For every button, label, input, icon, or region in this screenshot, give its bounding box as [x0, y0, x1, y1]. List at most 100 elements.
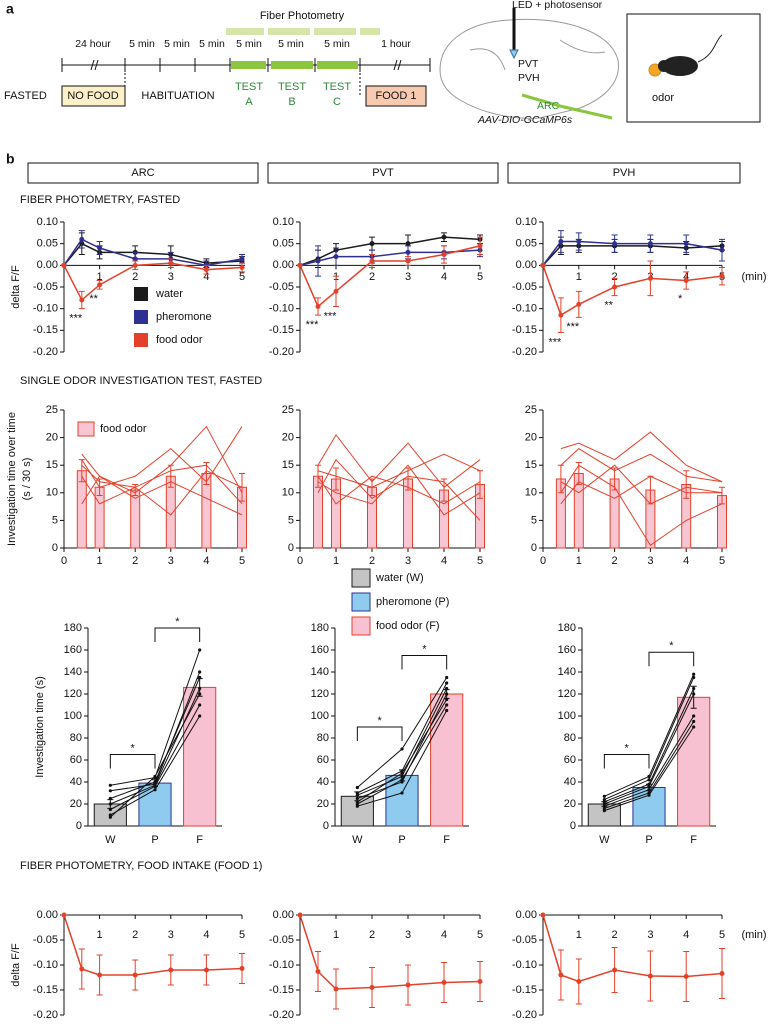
series-line [542, 245, 723, 266]
legend-label: pheromone (P) [376, 596, 449, 608]
legend-swatch [351, 568, 371, 588]
x-tick-label: 1 [97, 271, 103, 283]
point [441, 252, 447, 257]
individual-point [647, 778, 651, 782]
significance: * [625, 742, 630, 754]
point [297, 912, 303, 918]
legend-swatch [134, 287, 148, 301]
individual-point [647, 793, 651, 797]
bar [430, 693, 464, 827]
x-tick-label: 2 [132, 271, 138, 283]
legend-swatch [351, 592, 371, 612]
region-title: PVH [613, 167, 636, 179]
point [369, 985, 375, 990]
error-bar [690, 685, 697, 709]
x-tick-label: F [443, 834, 450, 846]
y-tick-label: 25 [282, 404, 294, 416]
y-tick-label: 0 [76, 820, 82, 832]
point [97, 245, 103, 251]
y-tick-label: 0.00 [516, 909, 537, 921]
individual-point [602, 794, 606, 798]
y-tick-label: 10 [282, 487, 294, 499]
x-tick-label: 3 [405, 271, 411, 283]
individual-point [602, 809, 606, 813]
legend-label: pheromone [156, 311, 212, 323]
y-tick-label: 140 [64, 666, 82, 678]
stage: HABITUATION [141, 90, 214, 102]
point [239, 265, 245, 270]
error-bar [443, 689, 450, 699]
duration: 5 min [164, 38, 190, 50]
error-bar [719, 486, 725, 505]
y-tick-label: 60 [564, 754, 576, 766]
photometry-bars [226, 28, 380, 35]
y-tick-label: 5 [52, 514, 58, 526]
individual-point [445, 681, 449, 685]
error-bar [405, 467, 411, 491]
duration: 5 min [129, 38, 155, 50]
test: TEST [323, 81, 351, 93]
significance: * [131, 742, 136, 754]
point [132, 972, 138, 978]
significance: *** [69, 313, 83, 325]
x-tick-label: 1 [333, 555, 339, 567]
point [168, 260, 174, 266]
legend-label: water [155, 288, 183, 300]
significance: * [378, 715, 383, 727]
test: B [288, 96, 295, 108]
error-bar [557, 464, 564, 494]
x-tick-label: 4 [683, 929, 689, 941]
y-tick-label: 140 [558, 666, 576, 678]
x-tick-label: 1 [333, 929, 339, 941]
point [203, 267, 209, 273]
x-tick-label: W [105, 834, 116, 846]
individual-line [560, 475, 722, 505]
point [79, 236, 85, 242]
test: TEST [235, 81, 263, 93]
point [647, 241, 653, 247]
point [369, 241, 375, 247]
individual-point [198, 714, 202, 718]
test: A [245, 96, 253, 108]
y-tick-label: -0.10 [512, 959, 537, 971]
individual-point [692, 725, 696, 729]
y-tick-label: 0 [52, 542, 58, 554]
y-tick-label: 100 [558, 710, 576, 722]
individual-point [692, 719, 696, 724]
individual-line [317, 464, 481, 516]
y-tick-label: 0 [531, 542, 537, 554]
x-tick-label: P [645, 834, 652, 846]
legend-label: food odor [156, 334, 203, 346]
x-tick-label: 4 [683, 555, 689, 567]
point [683, 241, 689, 247]
mouse [648, 34, 723, 77]
x-tick-label: 1 [97, 555, 103, 567]
y-tick-label: 25 [46, 404, 58, 416]
point [315, 969, 321, 974]
bracket [401, 655, 448, 670]
y-tick-label: -0.10 [33, 303, 58, 315]
point [168, 967, 174, 973]
individual-point [198, 703, 202, 707]
significance: *** [548, 336, 562, 348]
point [239, 966, 245, 971]
y-tick-label: 120 [311, 688, 329, 700]
x-axis-label: (min) [741, 929, 766, 941]
significance: * [669, 640, 674, 652]
individual-point [108, 783, 112, 787]
x-tick-label: 0 [297, 555, 303, 567]
point [647, 275, 653, 281]
error-bar [196, 678, 203, 697]
panel-label: a [6, 1, 14, 17]
y-tick-label: 0.05 [273, 238, 294, 250]
y-tick-label: 5 [288, 514, 294, 526]
error-bar [441, 478, 447, 502]
error-bar [647, 475, 654, 505]
point [405, 249, 411, 255]
y-tick-label: -0.10 [512, 303, 537, 315]
y-tick-label: -0.15 [33, 984, 58, 996]
y-tick-label: 120 [558, 688, 576, 700]
individual-point [198, 670, 202, 674]
error-bar [646, 783, 652, 792]
y-tick-label: 80 [317, 732, 329, 744]
